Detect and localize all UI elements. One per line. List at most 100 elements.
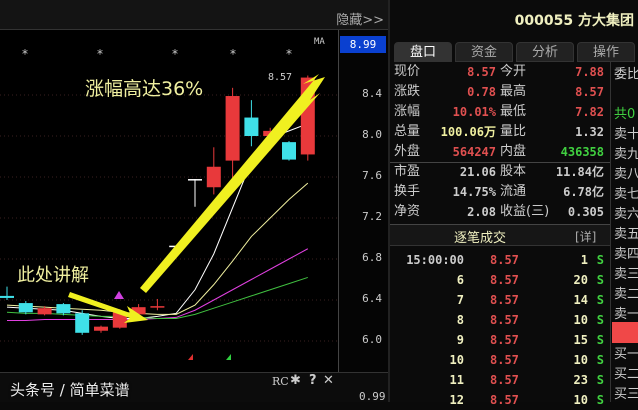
quote-value: 11.84亿 <box>555 165 604 179</box>
quote-value: 2.08 <box>467 205 496 219</box>
buy-level-label: 买二 <box>614 367 638 382</box>
quote-label: 市盈 <box>394 164 421 179</box>
quote-label: 换手 <box>394 184 421 199</box>
candle-body <box>282 142 296 160</box>
y-tick-label: 6.0 <box>362 333 382 346</box>
quote-label: 涨幅 <box>394 104 421 119</box>
trade-time: 11 <box>449 373 464 387</box>
trade-row: 15:00:00 8.57 1 S <box>392 250 610 270</box>
order-ratio-label: 委比 <box>614 67 638 82</box>
candle-body <box>75 313 90 333</box>
volume-scale: 0.99 <box>359 390 386 403</box>
trade-price: 8.57 <box>490 373 519 387</box>
stock-code: 000055 <box>514 13 574 29</box>
quote-row: 换手 14.75% 流通 6.78亿 <box>392 182 608 202</box>
trade-row: 12 8.57 10 S <box>392 390 610 410</box>
trade-row: 7 8.57 14 S <box>392 290 610 310</box>
tab-funds[interactable]: 资金 <box>455 42 513 62</box>
quote-label: 量比 <box>500 124 527 139</box>
quote-label: 最低 <box>500 104 527 119</box>
tab-operation[interactable]: 操作 <box>577 42 635 62</box>
buy-level-label: 买一 <box>614 347 638 362</box>
trade-price: 8.57 <box>490 253 519 267</box>
divider <box>390 162 610 163</box>
y-tick-label: 6.4 <box>362 292 382 305</box>
quote-label: 最高 <box>500 84 527 99</box>
trade-side: S <box>596 353 604 367</box>
trades-title: 逐笔成交 <box>454 231 507 246</box>
star-marker: * <box>172 47 178 61</box>
trade-side: S <box>596 393 604 407</box>
annotation-top: 涨幅高达36% <box>85 78 203 100</box>
sell-level-label: 卖四 <box>614 247 638 262</box>
candle-body <box>94 326 108 331</box>
quote-row: 总量 100.06万 量比 1.32 <box>392 122 608 142</box>
trade-row: 10 8.57 10 S <box>392 350 610 370</box>
trade-time: 9 <box>456 333 464 347</box>
quote-label: 净资 <box>394 204 421 219</box>
candle-body <box>0 295 14 298</box>
trade-row: 9 8.57 15 S <box>392 330 610 350</box>
trade-volume: 10 <box>573 353 588 367</box>
trades-header: 逐笔成交 [详] <box>390 224 610 246</box>
trade-price: 8.57 <box>490 273 519 287</box>
trade-price: 8.57 <box>490 393 519 407</box>
trade-side: S <box>596 333 604 347</box>
trade-time: 7 <box>456 293 464 307</box>
buy-level-label: 买三 <box>614 387 638 402</box>
sell-level-label: 卖三 <box>614 267 638 282</box>
trade-time: 15:00:00 <box>406 253 464 267</box>
quote-value: 8.57 <box>467 65 496 79</box>
hide-button[interactable]: 隐藏>> <box>336 13 384 28</box>
trade-volume: 10 <box>573 313 588 327</box>
trade-price: 8.57 <box>490 313 519 327</box>
trade-row: 11 8.57 23 S <box>392 370 610 390</box>
candle-body <box>37 308 52 315</box>
candle-body <box>150 306 165 308</box>
trade-row: 6 8.57 20 S <box>392 270 610 290</box>
moving-average-line <box>6 182 309 315</box>
quote-label: 现价 <box>394 64 421 79</box>
star-marker: * <box>22 47 28 61</box>
trade-volume: 10 <box>573 393 588 407</box>
y-tick-label: 8.0 <box>362 128 382 141</box>
arrow-up-icon <box>140 74 325 293</box>
quote-value: 1.32 <box>575 125 604 139</box>
quote-row: 净资 2.08 收益(三) 0.305 <box>392 202 608 222</box>
trade-price: 8.57 <box>490 353 519 367</box>
quote-value: 436358 <box>560 145 604 159</box>
y-tick-label: 6.8 <box>362 251 382 264</box>
quote-value: 10.01% <box>452 105 496 119</box>
arrow-pointer-icon <box>68 292 148 323</box>
candle-body <box>188 179 202 181</box>
tab-pankou[interactable]: 盘口 <box>394 42 452 62</box>
sell-level-label: 卖二 <box>614 287 638 302</box>
trade-side: S <box>596 293 604 307</box>
trade-row: 8 8.57 10 S <box>392 310 610 330</box>
trade-time: 10 <box>449 353 464 367</box>
detail-button[interactable]: [详] <box>575 230 597 244</box>
tab-analysis[interactable]: 分析 <box>516 42 574 62</box>
help-icon[interactable]: ? <box>309 373 317 388</box>
close-icon[interactable]: ✕ <box>323 373 334 388</box>
trade-volume: 14 <box>573 293 588 307</box>
current-price-tag: 8.99 <box>340 36 386 53</box>
sell-level-label: 卖十 <box>614 127 638 142</box>
candlestick-chart[interactable]: * * * * * MA 8.57 涨幅高达36% 此处讲解 <box>0 30 338 372</box>
quote-row: 市盈 21.06 股本 11.84亿 <box>392 162 608 182</box>
quote-label: 收益(三) <box>500 204 550 219</box>
kline-panel: 隐藏>> * * * * * MA 8.57 涨幅高达36% 此处讲解 8.4 8.0 7.6 7.2… <box>0 0 388 403</box>
sell-level-label: 卖九 <box>614 147 638 162</box>
rc-button[interactable]: RC <box>272 375 289 388</box>
quote-row: 外盘 564247 内盘 436358 <box>392 142 608 162</box>
trade-volume: 1 <box>580 253 588 267</box>
quote-row: 现价 8.57 今开 7.88 <box>392 62 608 82</box>
quote-row: 涨跌 0.78 最高 8.57 <box>392 82 608 102</box>
trade-time: 8 <box>456 313 464 327</box>
trade-price: 8.57 <box>490 293 519 307</box>
quote-value: 0.305 <box>567 205 604 219</box>
gear-icon[interactable]: ✱ <box>290 373 301 388</box>
chart-bottom-bar: RC ✱ ? ✕ 0.99 <box>0 372 388 403</box>
trade-price: 8.57 <box>490 333 519 347</box>
sell-level-label: 卖五 <box>614 227 638 242</box>
